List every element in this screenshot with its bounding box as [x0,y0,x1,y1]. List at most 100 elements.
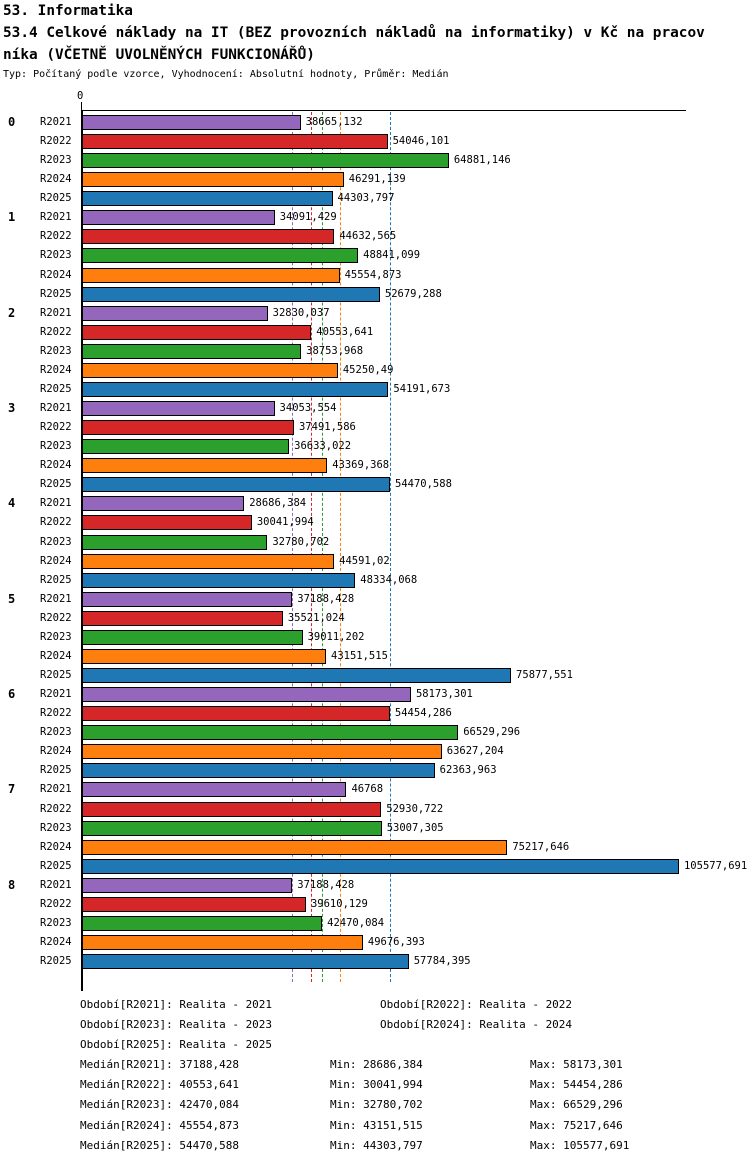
legend-period-r2022: Období[R2022]: Realita - 2022 [380,998,573,1011]
bar-value-label: 54191,673 [393,382,451,395]
stat-median-r2023: Medián[R2023]: 42470,084 [80,1098,239,1111]
bar-r2023-group-2 [82,343,302,359]
bar-chart: 0 0 R2021 38665,132 R2022 54046,101 R2023 6488… [8,90,747,991]
bar-value-label: 39610,129 [310,897,368,910]
series-label: R2023 [40,630,72,643]
bar-value-label: 32830,037 [272,306,330,319]
bar-value-label: 38753,968 [306,344,364,357]
group-label: 3 [8,401,16,416]
bar-r2021-group-7 [82,782,347,798]
median-line-r2022 [311,112,313,982]
bar-r2023-group-3 [82,439,290,455]
group-label: 2 [8,305,16,320]
series-label: R2024 [40,268,72,281]
bar-r2025-group-0 [82,191,333,207]
series-label: R2023 [40,916,72,929]
bar-r2024-group-1 [82,267,340,283]
bar-r2024-group-8 [82,935,363,950]
series-label: R2025 [40,955,72,968]
bar-value-label: 54454,286 [394,707,452,720]
bar-value-label: 37188,428 [297,878,355,891]
series-label: R2023 [40,535,72,548]
bar-r2023-group-0 [82,153,449,169]
bar-value-label: 75877,551 [516,669,573,682]
group-label: 4 [8,496,16,511]
bar-value-label: 48841,099 [363,249,421,262]
group-label: 1 [8,210,16,225]
series-label: R2024 [40,363,72,376]
bar-value-label: 44303,797 [337,192,395,205]
bar-r2024-group-0 [82,172,344,188]
bar-r2024-group-6 [82,744,442,760]
bar-value-label: 37188,428 [297,592,355,605]
series-label: R2025 [40,192,72,205]
bar-value-label: 53007,305 [386,821,444,834]
series-label: R2022 [40,325,72,338]
bar-r2022-group-4 [82,515,252,531]
bar-value-label: 52679,288 [384,287,442,300]
stat-median-r2021: Medián[R2021]: 37188,428 [80,1058,239,1071]
bar-value-label: 58173,301 [415,688,473,701]
bar-r2024-group-5 [82,648,326,664]
bar-r2022-group-7 [82,801,382,817]
stat-min-r2021: Min: 28686,384 [330,1058,423,1071]
bar-r2023-group-1 [82,248,359,264]
bar-value-label: 46768 [351,783,384,796]
series-label: R2025 [40,764,72,777]
bar-value-label: 40553,641 [316,325,374,338]
bar-value-label: 62363,963 [439,764,497,777]
legend-period-r2021: Období[R2021]: Realita - 2021 [80,998,273,1011]
series-label: R2022 [40,516,72,529]
series-label: R2021 [40,211,72,224]
bar-r2022-group-6 [82,706,390,722]
series-label: R2023 [40,154,72,167]
bar-r2022-group-1 [82,229,335,245]
series-label: R2021 [40,116,72,128]
series-label: R2022 [40,802,72,815]
series-label: R2022 [40,897,72,910]
bar-r2023-group-7 [82,820,382,836]
series-label: R2022 [40,421,72,434]
series-label: R2024 [40,459,72,472]
bar-value-label: 34091,429 [279,211,337,224]
series-label: R2024 [40,173,72,186]
series-label: R2025 [40,669,72,682]
series-label: R2023 [40,821,72,834]
median-line-r2021 [292,112,294,982]
stat-max-r2025: Max: 105577,691 [530,1139,630,1152]
bar-value-label: 52930,722 [386,802,444,815]
bar-r2021-group-3 [82,401,275,417]
series-label: R2021 [40,878,72,891]
series-label: R2023 [40,726,72,739]
series-label: R2022 [40,135,72,148]
bar-value-label: 54046,101 [392,135,450,148]
group-label: 6 [8,687,16,702]
bar-r2024-group-2 [82,362,338,378]
x-axis-line [82,110,686,111]
series-label: R2024 [40,840,72,853]
bar-r2022-group-3 [82,420,294,436]
bar-value-label: 48334,068 [360,573,418,586]
series-label: R2021 [40,592,72,605]
bar-r2021-group-1 [82,210,275,226]
chart-subtitle: Typ: Počítaný podle vzorce, Vyhodnocení:… [3,69,449,80]
x-axis-zero-label: 0 [77,90,84,102]
bar-value-label: 39011,202 [307,630,365,643]
series-label: R2024 [40,554,72,567]
legend-period-r2025: Období[R2025]: Realita - 2025 [80,1038,273,1051]
bar-r2022-group-2 [82,324,312,340]
bar-r2025-group-3 [82,477,390,493]
stat-max-r2022: Max: 54454,286 [530,1078,623,1091]
stat-max-r2021: Max: 58173,301 [530,1058,623,1071]
bar-value-label: 63627,204 [446,745,504,758]
bar-value-label: 42470,084 [327,916,385,929]
bar-r2025-group-2 [82,381,389,397]
stat-min-r2025: Min: 44303,797 [330,1139,423,1152]
bar-r2021-group-2 [82,305,268,321]
bar-value-label: 34053,554 [279,402,337,415]
bar-value-label: 45554,873 [344,268,402,281]
bar-r2025-group-5 [82,668,512,684]
stat-median-r2025: Medián[R2025]: 54470,588 [80,1139,239,1152]
chart-title-line1: 53.4 Celkové náklady na IT (BEZ provozní… [3,25,705,41]
series-label: R2023 [40,344,72,357]
